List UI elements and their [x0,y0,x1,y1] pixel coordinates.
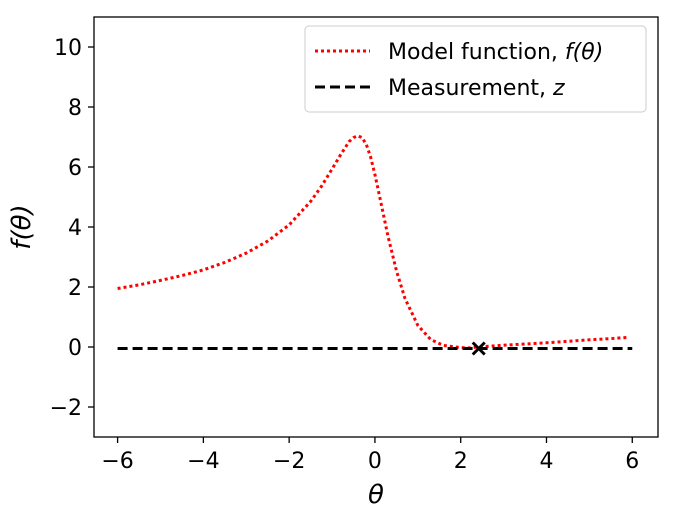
y-tick-label: −2 [50,396,82,421]
x-tick-label: 2 [454,449,468,474]
y-tick-label: 6 [68,156,82,181]
plot-area [117,134,633,356]
x-axis-label: θ [368,480,384,510]
measurement-marker-0 [471,341,486,356]
series-line-0 [117,134,629,350]
ticks: −6 −4 −2 0 2 4 6 −2 0 2 4 6 8 10 [50,36,640,474]
legend-measurement-label: Measurement, z [388,76,565,101]
x-tick-label: −6 [101,449,133,474]
y-axis-label: f(θ) [7,204,37,249]
x-tick-label: 0 [368,449,382,474]
y-tick-label: 4 [68,216,82,241]
legend-box [304,25,647,113]
legend-model-math: f(θ) [565,40,603,65]
y-tick-label: 10 [54,36,82,61]
legend: Model function, f(θ) Measurement, z [304,25,647,113]
x-tick-label: −4 [187,449,219,474]
x-tick-label: −2 [273,449,305,474]
x-tick-label: 4 [539,449,553,474]
y-tick-label: 0 [68,336,82,361]
legend-measurement-math: z [552,76,565,101]
legend-measurement-prefix: Measurement, [388,76,553,101]
y-tick-label: 2 [68,276,82,301]
legend-model-prefix: Model function, [388,40,565,65]
legend-model-label: Model function, f(θ) [388,40,603,65]
x-tick-label: 6 [625,449,639,474]
y-tick-label: 8 [68,96,82,121]
marker-stroke [471,341,486,356]
